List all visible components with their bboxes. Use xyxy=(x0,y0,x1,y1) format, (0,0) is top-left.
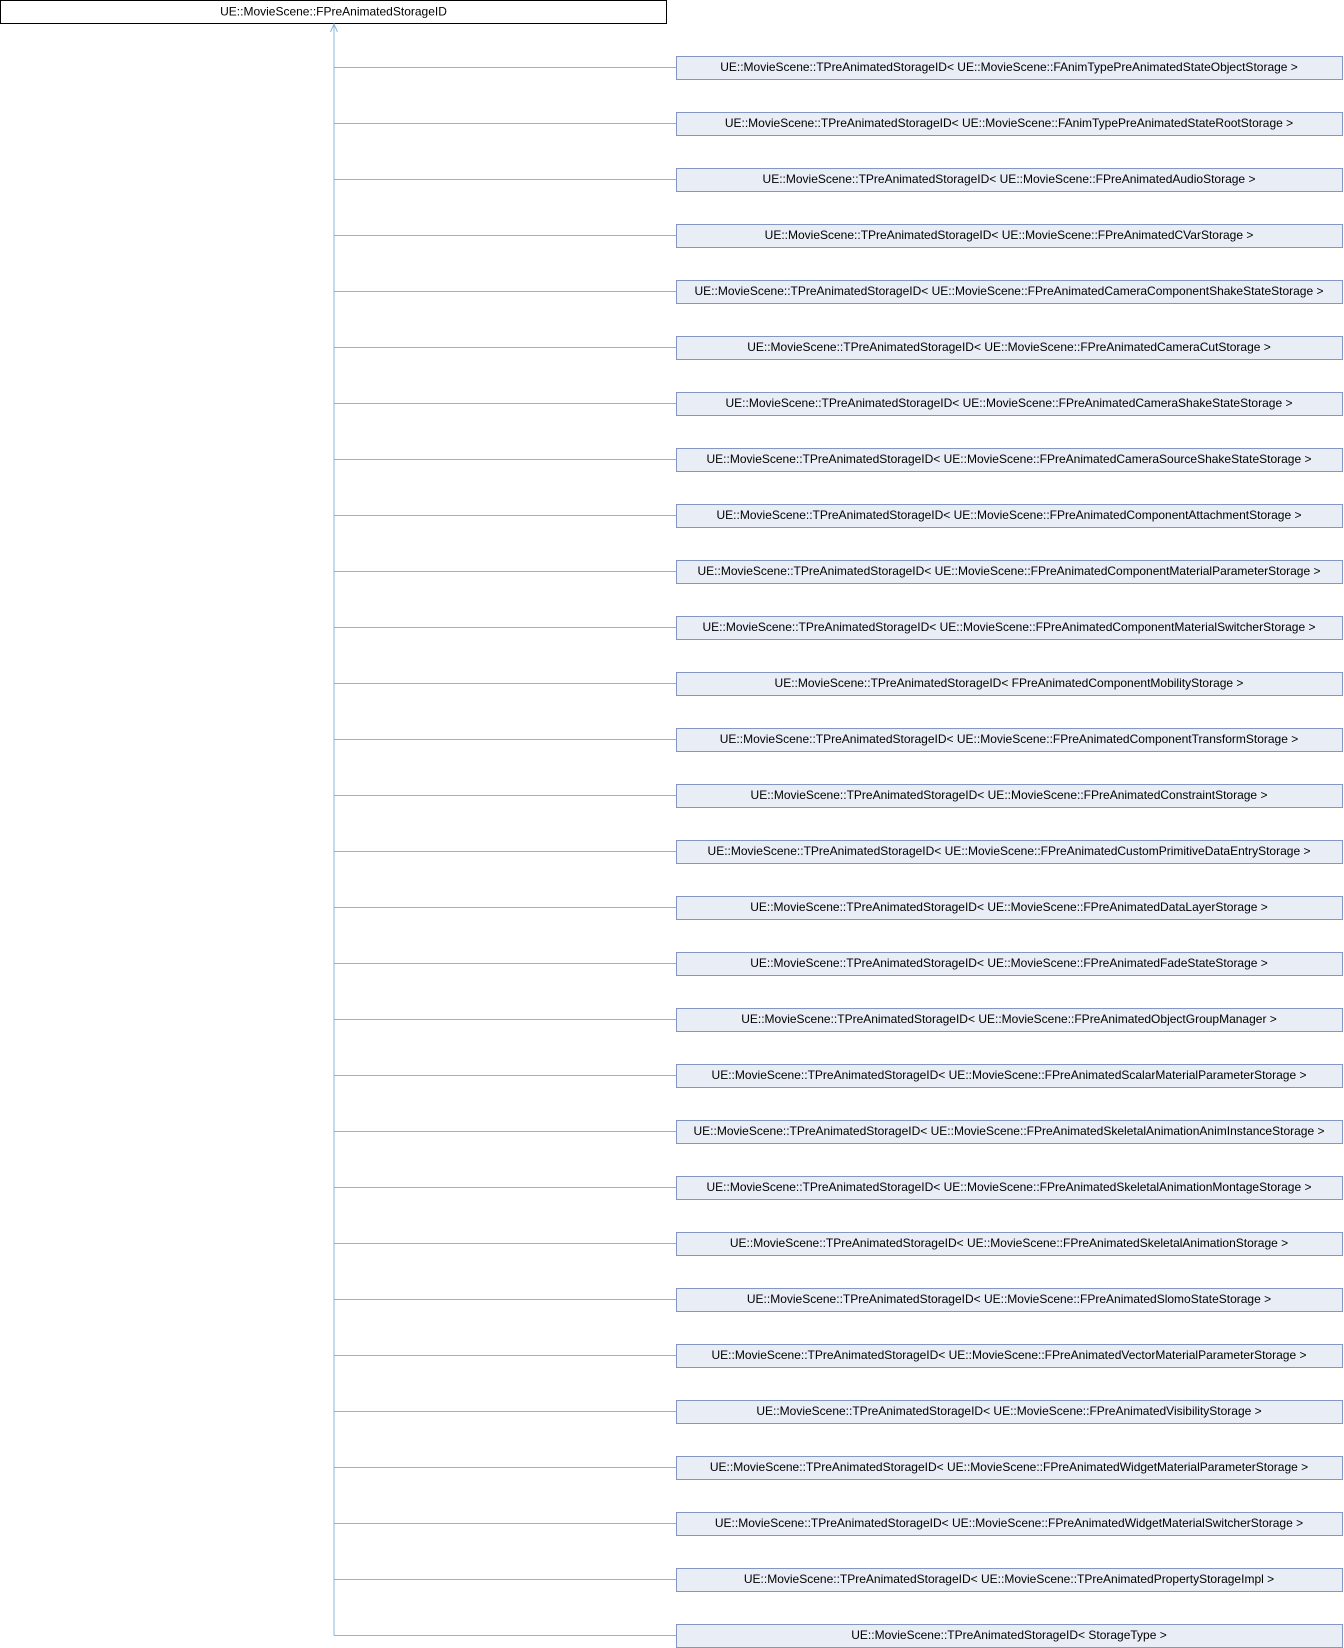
class-label[interactable]: UE::MovieScene::TPreAnimatedStorageID< U… xyxy=(756,1404,1261,1418)
class-label[interactable]: UE::MovieScene::TPreAnimatedStorageID< U… xyxy=(715,1516,1303,1530)
class-label[interactable]: UE::MovieScene::TPreAnimatedStorageID< S… xyxy=(851,1628,1167,1642)
class-label[interactable]: UE::MovieScene::TPreAnimatedStorageID< U… xyxy=(710,1460,1308,1474)
class-label[interactable]: UE::MovieScene::TPreAnimatedStorageID< U… xyxy=(695,284,1324,298)
class-label[interactable]: UE::MovieScene::TPreAnimatedStorageID< U… xyxy=(707,1180,1312,1194)
class-label[interactable]: UE::MovieScene::TPreAnimatedStorageID< U… xyxy=(741,1012,1277,1026)
class-label[interactable]: UE::MovieScene::TPreAnimatedStorageID< U… xyxy=(750,956,1268,970)
class-box[interactable] xyxy=(676,1064,1343,1088)
class-box[interactable] xyxy=(676,1456,1343,1480)
class-box[interactable] xyxy=(676,784,1343,808)
class-box[interactable] xyxy=(676,840,1343,864)
class-box[interactable] xyxy=(676,1176,1343,1200)
class-label[interactable]: UE::MovieScene::TPreAnimatedStorageID< F… xyxy=(775,676,1244,690)
class-label[interactable]: UE::MovieScene::TPreAnimatedStorageID< U… xyxy=(747,340,1271,354)
class-box[interactable] xyxy=(676,728,1343,752)
root-label: UE::MovieScene::FPreAnimatedStorageID xyxy=(220,5,447,19)
class-box[interactable] xyxy=(676,1344,1343,1368)
class-label[interactable]: UE::MovieScene::TPreAnimatedStorageID< U… xyxy=(751,788,1268,802)
class-label[interactable]: UE::MovieScene::TPreAnimatedStorageID< U… xyxy=(720,60,1298,74)
class-label[interactable]: UE::MovieScene::TPreAnimatedStorageID< U… xyxy=(763,172,1256,186)
class-box[interactable] xyxy=(676,224,1343,248)
class-label[interactable]: UE::MovieScene::TPreAnimatedStorageID< U… xyxy=(707,452,1312,466)
class-box[interactable] xyxy=(676,336,1343,360)
root-box xyxy=(0,0,667,24)
class-box[interactable] xyxy=(676,1232,1343,1256)
class-label[interactable]: UE::MovieScene::TPreAnimatedStorageID< U… xyxy=(725,116,1293,130)
class-label[interactable]: UE::MovieScene::TPreAnimatedStorageID< U… xyxy=(717,508,1302,522)
class-label[interactable]: UE::MovieScene::TPreAnimatedStorageID< U… xyxy=(694,1124,1325,1138)
class-box[interactable] xyxy=(676,112,1343,136)
class-label[interactable]: UE::MovieScene::TPreAnimatedStorageID< U… xyxy=(712,1348,1307,1362)
class-box[interactable] xyxy=(676,1512,1343,1536)
class-box[interactable] xyxy=(676,1568,1343,1592)
class-box[interactable] xyxy=(676,448,1343,472)
class-label[interactable]: UE::MovieScene::TPreAnimatedStorageID< U… xyxy=(726,396,1293,410)
class-box[interactable] xyxy=(676,168,1343,192)
class-box[interactable] xyxy=(676,504,1343,528)
class-box[interactable] xyxy=(676,56,1343,80)
class-box[interactable] xyxy=(676,952,1343,976)
class-box[interactable] xyxy=(676,672,1343,696)
class-box[interactable] xyxy=(676,1400,1343,1424)
class-box[interactable] xyxy=(676,280,1343,304)
class-label[interactable]: UE::MovieScene::TPreAnimatedStorageID< U… xyxy=(744,1572,1274,1586)
class-label[interactable]: UE::MovieScene::TPreAnimatedStorageID< U… xyxy=(708,844,1311,858)
class-box[interactable] xyxy=(676,896,1343,920)
class-box[interactable] xyxy=(676,392,1343,416)
class-label[interactable]: UE::MovieScene::TPreAnimatedStorageID< U… xyxy=(720,732,1299,746)
class-box[interactable] xyxy=(676,1008,1343,1032)
class-label[interactable]: UE::MovieScene::TPreAnimatedStorageID< U… xyxy=(730,1236,1288,1250)
class-box[interactable] xyxy=(676,560,1343,584)
class-label[interactable]: UE::MovieScene::TPreAnimatedStorageID< U… xyxy=(750,900,1268,914)
class-box[interactable] xyxy=(676,616,1343,640)
class-label[interactable]: UE::MovieScene::TPreAnimatedStorageID< U… xyxy=(703,620,1316,634)
class-box[interactable] xyxy=(676,1120,1343,1144)
class-label[interactable]: UE::MovieScene::TPreAnimatedStorageID< U… xyxy=(747,1292,1271,1306)
inheritance-arrow xyxy=(330,22,338,33)
class-box[interactable] xyxy=(676,1288,1343,1312)
class-label[interactable]: UE::MovieScene::TPreAnimatedStorageID< U… xyxy=(698,564,1321,578)
class-label[interactable]: UE::MovieScene::TPreAnimatedStorageID< U… xyxy=(712,1068,1307,1082)
class-label[interactable]: UE::MovieScene::TPreAnimatedStorageID< U… xyxy=(765,228,1254,242)
